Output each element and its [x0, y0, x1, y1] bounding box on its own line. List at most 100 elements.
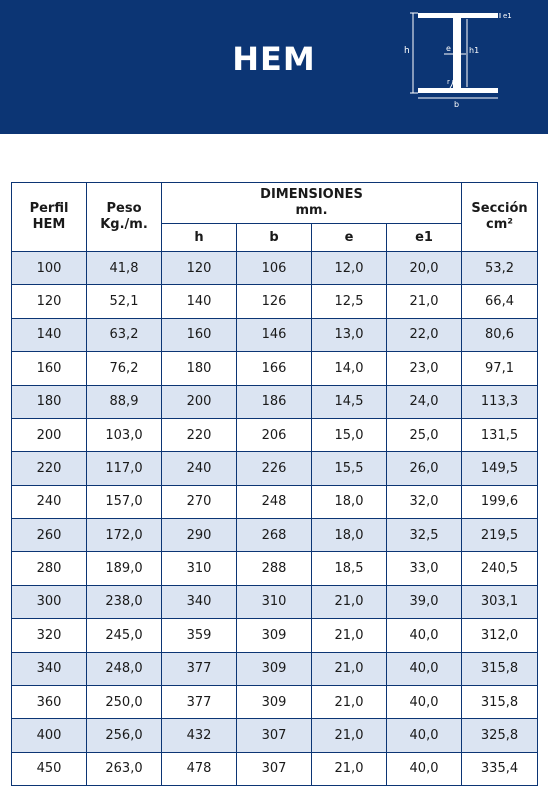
- cell-seccion: 303,1: [461, 584, 539, 620]
- cell-perfil: 320: [11, 618, 87, 653]
- cell-perfil: 450: [11, 751, 87, 787]
- diagram-label-e: e: [446, 44, 451, 53]
- header-e: e: [311, 223, 387, 252]
- diagram-label-r: r: [447, 78, 450, 86]
- cell-seccion: 149,5: [461, 451, 539, 486]
- cell-peso: 250,0: [86, 684, 162, 720]
- cell-b: 309: [236, 684, 312, 720]
- cell-h: 290: [161, 517, 237, 553]
- cell-h: 240: [161, 451, 237, 486]
- cell-seccion: 131,5: [461, 417, 539, 453]
- cell-e: 14,0: [311, 351, 387, 386]
- header-b: b: [236, 223, 312, 252]
- cell-e: 15,0: [311, 417, 387, 453]
- cell-e1: 25,0: [385, 417, 463, 453]
- cell-e1: 20,0: [385, 250, 463, 286]
- table-row: 300 238,0 340 310 21,0 39,0 303,1: [11, 584, 539, 620]
- cell-b: 206: [236, 417, 312, 453]
- table-body: 100 41,8 120 106 12,0 20,0 53,2 120 52,1 140 126 12…: [11, 250, 539, 787]
- header-banner: HEM e1 h h1 e r b: [0, 0, 548, 134]
- cell-seccion: 325,8: [461, 718, 539, 753]
- diagram-label-b: b: [454, 100, 459, 109]
- table-row: 320 245,0 359 309 21,0 40,0 312,0: [11, 618, 539, 653]
- cell-perfil: 220: [11, 451, 87, 486]
- header-dimensiones: DIMENSIONES mm.: [160, 182, 463, 224]
- cell-e1: 26,0: [385, 451, 463, 486]
- cell-peso: 52,1: [86, 284, 162, 319]
- cell-e1: 40,0: [385, 651, 463, 686]
- cell-b: 268: [236, 517, 312, 553]
- cell-perfil: 100: [11, 250, 87, 286]
- cell-e1: 32,0: [385, 484, 463, 520]
- cell-h: 180: [161, 351, 237, 386]
- cell-e: 21,0: [311, 684, 387, 720]
- diagram-label-h: h: [404, 46, 410, 56]
- cell-perfil: 120: [11, 284, 87, 319]
- cell-perfil: 400: [11, 718, 87, 753]
- table-row: 450 263,0 478 307 21,0 40,0 335,4: [11, 751, 539, 787]
- cell-e1: 40,0: [385, 718, 463, 753]
- cell-b: 307: [236, 718, 312, 753]
- cell-e: 21,0: [311, 584, 387, 620]
- table-row: 180 88,9 200 186 14,5 24,0 113,3: [11, 384, 539, 419]
- cell-e: 18,5: [311, 551, 387, 586]
- header-peso: Peso Kg./m.: [86, 182, 162, 252]
- cell-h: 200: [161, 384, 237, 419]
- table-row: 220 117,0 240 226 15,5 26,0 149,5: [11, 451, 539, 486]
- cell-e: 14,5: [311, 384, 387, 419]
- cell-h: 220: [161, 417, 237, 453]
- header-perfil: Perfil HEM: [11, 182, 87, 252]
- cell-e: 21,0: [311, 651, 387, 686]
- cell-e: 21,0: [311, 751, 387, 787]
- cell-peso: 248,0: [86, 651, 162, 686]
- cell-seccion: 199,6: [461, 484, 539, 520]
- cell-e: 18,0: [311, 517, 387, 553]
- table-row: 140 63,2 160 146 13,0 22,0 80,6: [11, 317, 539, 353]
- cell-peso: 103,0: [86, 417, 162, 453]
- cell-b: 307: [236, 751, 312, 787]
- cell-peso: 117,0: [86, 451, 162, 486]
- i-beam-section-diagram: e1 h h1 e r b: [404, 12, 512, 109]
- cell-e: 12,5: [311, 284, 387, 319]
- cell-perfil: 360: [11, 684, 87, 720]
- cell-b: 309: [236, 651, 312, 686]
- cell-seccion: 240,5: [461, 551, 539, 586]
- table-row: 100 41,8 120 106 12,0 20,0 53,2: [11, 250, 539, 286]
- cell-e1: 22,0: [385, 317, 463, 353]
- cell-b: 166: [236, 351, 312, 386]
- header-seccion: Sección cm²: [461, 182, 539, 252]
- cell-e: 21,0: [311, 718, 387, 753]
- cell-peso: 41,8: [86, 250, 162, 286]
- cell-b: 126: [236, 284, 312, 319]
- cell-e1: 24,0: [385, 384, 463, 419]
- cell-h: 340: [161, 584, 237, 620]
- cell-e1: 40,0: [385, 618, 463, 653]
- cell-h: 359: [161, 618, 237, 653]
- table-row: 360 250,0 377 309 21,0 40,0 315,8: [11, 684, 539, 720]
- diagram-label-h1: h1: [469, 46, 479, 55]
- cell-e: 18,0: [311, 484, 387, 520]
- cell-b: 226: [236, 451, 312, 486]
- diagram-label-e1: e1: [503, 12, 512, 20]
- cell-b: 186: [236, 384, 312, 419]
- table-row: 240 157,0 270 248 18,0 32,0 199,6: [11, 484, 539, 520]
- cell-peso: 189,0: [86, 551, 162, 586]
- cell-b: 309: [236, 618, 312, 653]
- table-row: 260 172,0 290 268 18,0 32,5 219,5: [11, 517, 539, 553]
- table-row: 120 52,1 140 126 12,5 21,0 66,4: [11, 284, 539, 319]
- cell-h: 160: [161, 317, 237, 353]
- cell-peso: 172,0: [86, 517, 162, 553]
- header-h: h: [161, 223, 237, 252]
- cell-e: 13,0: [311, 317, 387, 353]
- cell-e1: 21,0: [385, 284, 463, 319]
- cell-h: 310: [161, 551, 237, 586]
- cell-h: 377: [161, 651, 237, 686]
- cell-seccion: 80,6: [461, 317, 539, 353]
- table-row: 400 256,0 432 307 21,0 40,0 325,8: [11, 718, 539, 753]
- hem-profile-table: Perfil HEM Peso Kg./m. DIMENSIONES mm. S…: [11, 182, 539, 787]
- table-row: 160 76,2 180 166 14,0 23,0 97,1: [11, 351, 539, 386]
- cell-seccion: 53,2: [461, 250, 539, 286]
- cell-seccion: 113,3: [461, 384, 539, 419]
- cell-perfil: 160: [11, 351, 87, 386]
- cell-perfil: 200: [11, 417, 87, 453]
